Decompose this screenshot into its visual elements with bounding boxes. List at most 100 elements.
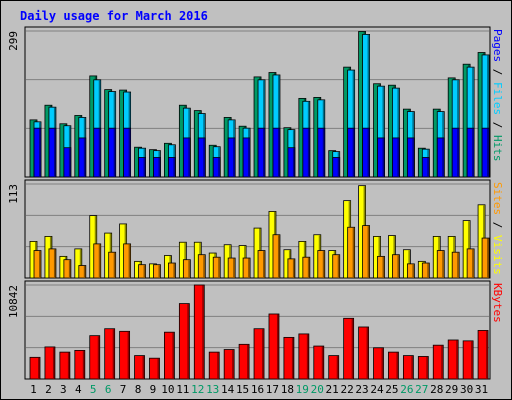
bar-sites-day-12: [197, 254, 206, 279]
x-tick-label-day-27: 27: [415, 383, 428, 396]
x-tick-label-day-31: 31: [475, 383, 488, 396]
bar-kbytes-day-27: [417, 356, 429, 380]
bar-pages-day-19: [302, 127, 311, 178]
bar-pages-day-3: [63, 147, 72, 178]
bar-pages-day-26: [406, 137, 415, 178]
bar-pages-day-21: [332, 157, 341, 178]
bar-sites-day-23: [362, 225, 370, 279]
bar-pages-day-23: [362, 127, 370, 178]
bar-kbytes-day-10: [164, 331, 175, 380]
x-tick-label-day-26: 26: [400, 383, 413, 396]
bar-sites-day-22: [347, 226, 356, 279]
bar-pages-day-1: [33, 127, 42, 178]
bar-kbytes-day-21: [328, 355, 340, 380]
panel-kbytes-max-label: 10842: [7, 285, 20, 318]
bar-kbytes-day-13: [208, 351, 220, 380]
bar-pages-day-25: [392, 137, 400, 178]
bar-sites-day-17: [272, 234, 281, 279]
bar-sites-day-16: [257, 250, 266, 279]
bar-sites-day-11: [182, 259, 191, 279]
bar-pages-day-15: [242, 137, 251, 178]
bar-kbytes-day-29: [447, 339, 459, 380]
bar-pages-day-8: [138, 157, 146, 178]
panel-pages-files-hits-legend: Pages / Files / Hits: [491, 29, 504, 162]
bar-pages-day-30: [466, 127, 475, 178]
x-tick-label-day-6: 6: [105, 383, 112, 396]
x-tick-label-day-2: 2: [45, 383, 52, 396]
x-tick-label-day-20: 20: [311, 383, 324, 396]
bar-kbytes-day-9: [149, 357, 160, 380]
bar-kbytes-day-16: [253, 328, 265, 380]
x-tick-label-day-21: 21: [326, 383, 339, 396]
bar-pages-day-2: [48, 127, 57, 178]
x-tick-label-day-12: 12: [191, 383, 204, 396]
x-tick-label-day-14: 14: [221, 383, 235, 396]
bar-sites-day-15: [242, 257, 251, 279]
bar-kbytes-day-12: [193, 284, 205, 380]
chart-title: Daily usage for March 2016: [20, 9, 208, 23]
x-tick-label-day-28: 28: [430, 383, 443, 396]
bar-kbytes-day-18: [283, 336, 295, 380]
x-tick-label-day-13: 13: [206, 383, 219, 396]
x-tick-label-day-1: 1: [30, 383, 37, 396]
bar-sites-day-25: [392, 254, 400, 279]
bar-sites-day-20: [317, 250, 326, 279]
bar-sites-day-14: [227, 257, 236, 279]
bar-sites-day-19: [302, 256, 311, 279]
legend-hits: Hits: [491, 135, 504, 162]
bar-sites-day-18: [287, 258, 296, 279]
x-tick-label-day-22: 22: [340, 383, 353, 396]
bar-sites-day-27: [421, 262, 430, 279]
bar-kbytes-day-30: [462, 340, 474, 380]
bar-pages-day-27: [421, 157, 430, 178]
x-tick-label-day-10: 10: [161, 383, 174, 396]
x-tick-label-day-30: 30: [460, 383, 473, 396]
bar-kbytes-day-8: [134, 355, 145, 380]
x-tick-label-day-8: 8: [135, 383, 142, 396]
bar-sites-day-24: [377, 255, 385, 279]
bar-sites-day-26: [406, 263, 415, 279]
legend-files: Files: [491, 82, 504, 115]
bar-kbytes-day-26: [402, 355, 414, 380]
bar-sites-day-2: [48, 248, 57, 279]
bar-kbytes-day-19: [298, 333, 310, 380]
bar-kbytes-day-7: [119, 330, 131, 380]
bar-pages-day-20: [317, 127, 326, 178]
bar-kbytes-day-31: [477, 330, 489, 380]
bar-visits-day-4: [74, 248, 83, 279]
bar-kbytes-day-2: [44, 346, 56, 380]
legend-visits: Visits: [491, 235, 504, 275]
x-tick-label-day-9: 9: [150, 383, 157, 396]
x-tick-label-day-4: 4: [75, 383, 82, 396]
bar-sites-day-21: [332, 254, 341, 279]
bar-sites-day-1: [33, 250, 42, 279]
bar-kbytes-day-22: [343, 317, 355, 380]
bar-pages-day-13: [212, 157, 221, 178]
bar-kbytes-day-14: [223, 349, 235, 380]
bar-kbytes-day-25: [388, 351, 399, 380]
legend-kbytes: KBytes: [491, 283, 504, 323]
bar-kbytes-day-6: [104, 328, 116, 380]
bar-sites-day-30: [466, 248, 475, 279]
bar-pages-day-4: [78, 137, 87, 178]
panel-pages-files-hits-max-label: 299: [7, 31, 20, 51]
bar-kbytes-day-15: [238, 343, 250, 380]
bar-kbytes-day-3: [59, 351, 71, 380]
bar-sites-day-13: [212, 256, 221, 279]
panel-visits-sites-legend: Sites / Visits: [491, 182, 504, 275]
bar-pages-day-9: [153, 157, 161, 178]
bar-sites-day-10: [168, 262, 176, 279]
bar-pages-day-16: [257, 127, 266, 178]
x-tick-label-day-11: 11: [176, 383, 189, 396]
x-tick-label-day-3: 3: [60, 383, 67, 396]
x-tick-label-day-7: 7: [120, 383, 127, 396]
x-tick-label-day-24: 24: [370, 383, 384, 396]
bar-kbytes-day-17: [268, 313, 280, 380]
x-tick-label-day-17: 17: [266, 383, 279, 396]
bar-pages-day-24: [377, 137, 385, 178]
bar-sites-day-7: [123, 243, 132, 279]
bar-pages-day-17: [272, 127, 281, 178]
bar-pages-day-18: [287, 147, 296, 178]
bar-sites-day-28: [436, 250, 445, 279]
